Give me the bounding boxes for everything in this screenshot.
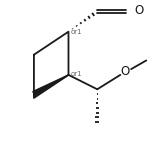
Polygon shape	[33, 75, 68, 96]
Text: O: O	[134, 4, 143, 17]
Text: or1: or1	[71, 29, 82, 35]
Text: or1: or1	[71, 71, 82, 77]
Text: O: O	[121, 65, 130, 78]
